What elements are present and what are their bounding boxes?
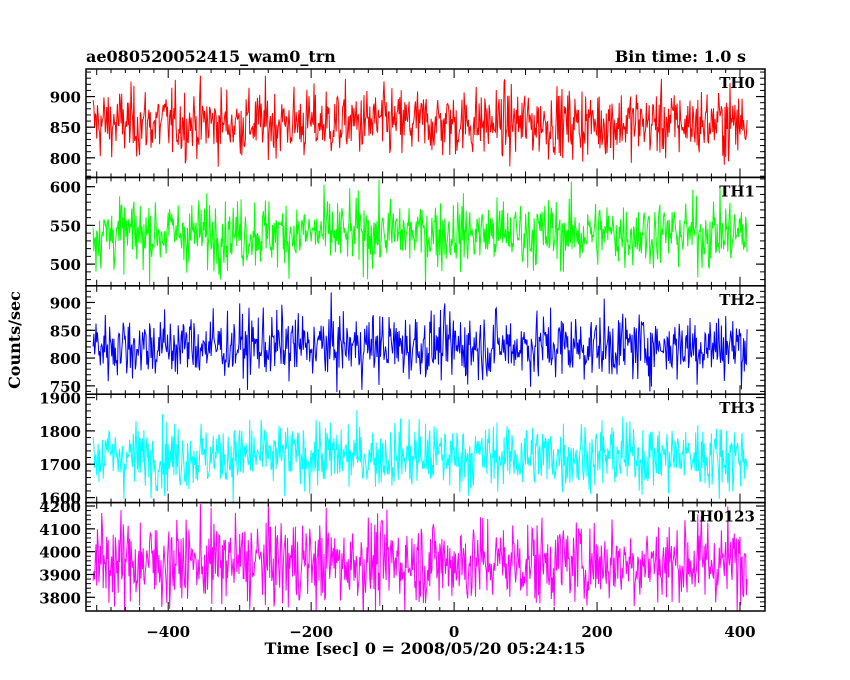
y-tick-label: 500	[50, 256, 81, 274]
y-tick-label: 4200	[39, 498, 81, 516]
y-tick-label: 4000	[39, 544, 81, 562]
plot-title: ae080520052415_wam0_trn	[86, 47, 336, 66]
y-tick-label: 1600	[39, 490, 81, 508]
bin-time-label: Bin time: 1.0 s	[615, 47, 746, 66]
panel-label-th0123: TH0123	[688, 508, 755, 526]
series-line-th0123	[92, 503, 748, 612]
y-tick-label: 800	[50, 150, 81, 168]
y-tick-label: 1700	[39, 456, 81, 474]
panels-group: 800 850 900 TH0 500 550 600 TH1 750 800 850 900 TH2 1…	[39, 68, 766, 641]
panel-label-th2: TH2	[719, 291, 755, 309]
series-line-th2	[92, 292, 748, 393]
y-tick-label: 800	[50, 350, 81, 368]
x-axis-label: Time [sec] 0 = 2008/05/20 05:24:15	[265, 639, 586, 658]
series-line-th0	[92, 75, 748, 167]
y-tick-label: 750	[50, 378, 81, 396]
series-line-th1	[92, 179, 748, 286]
panel-label-th0: TH0	[719, 74, 755, 92]
x-tick-label: 200	[581, 623, 612, 641]
panel-frame-th2	[85, 285, 766, 395]
y-tick-label: 3800	[39, 589, 81, 607]
panel-label-th3: TH3	[719, 399, 755, 417]
y-tick-label: 1800	[39, 423, 81, 441]
y-tick-label: 900	[50, 89, 81, 107]
y-tick-label: 1900	[39, 390, 81, 408]
y-axis-label: Counts/sec	[5, 291, 24, 389]
x-tick-label: 0	[449, 623, 459, 641]
x-tick-label: 400	[724, 623, 755, 641]
y-tick-label: 3900	[39, 566, 81, 584]
y-tick-label: 850	[50, 322, 81, 340]
x-tick-label: −400	[146, 623, 190, 641]
panel-label-th1: TH1	[719, 182, 755, 200]
series-line-th3	[92, 410, 748, 503]
y-tick-label: 600	[50, 179, 81, 197]
y-tick-label: 900	[50, 294, 81, 312]
y-tick-label: 4100	[39, 521, 81, 539]
x-tick-label: −200	[289, 623, 333, 641]
y-tick-label: 850	[50, 119, 81, 137]
y-tick-label: 550	[50, 217, 81, 235]
